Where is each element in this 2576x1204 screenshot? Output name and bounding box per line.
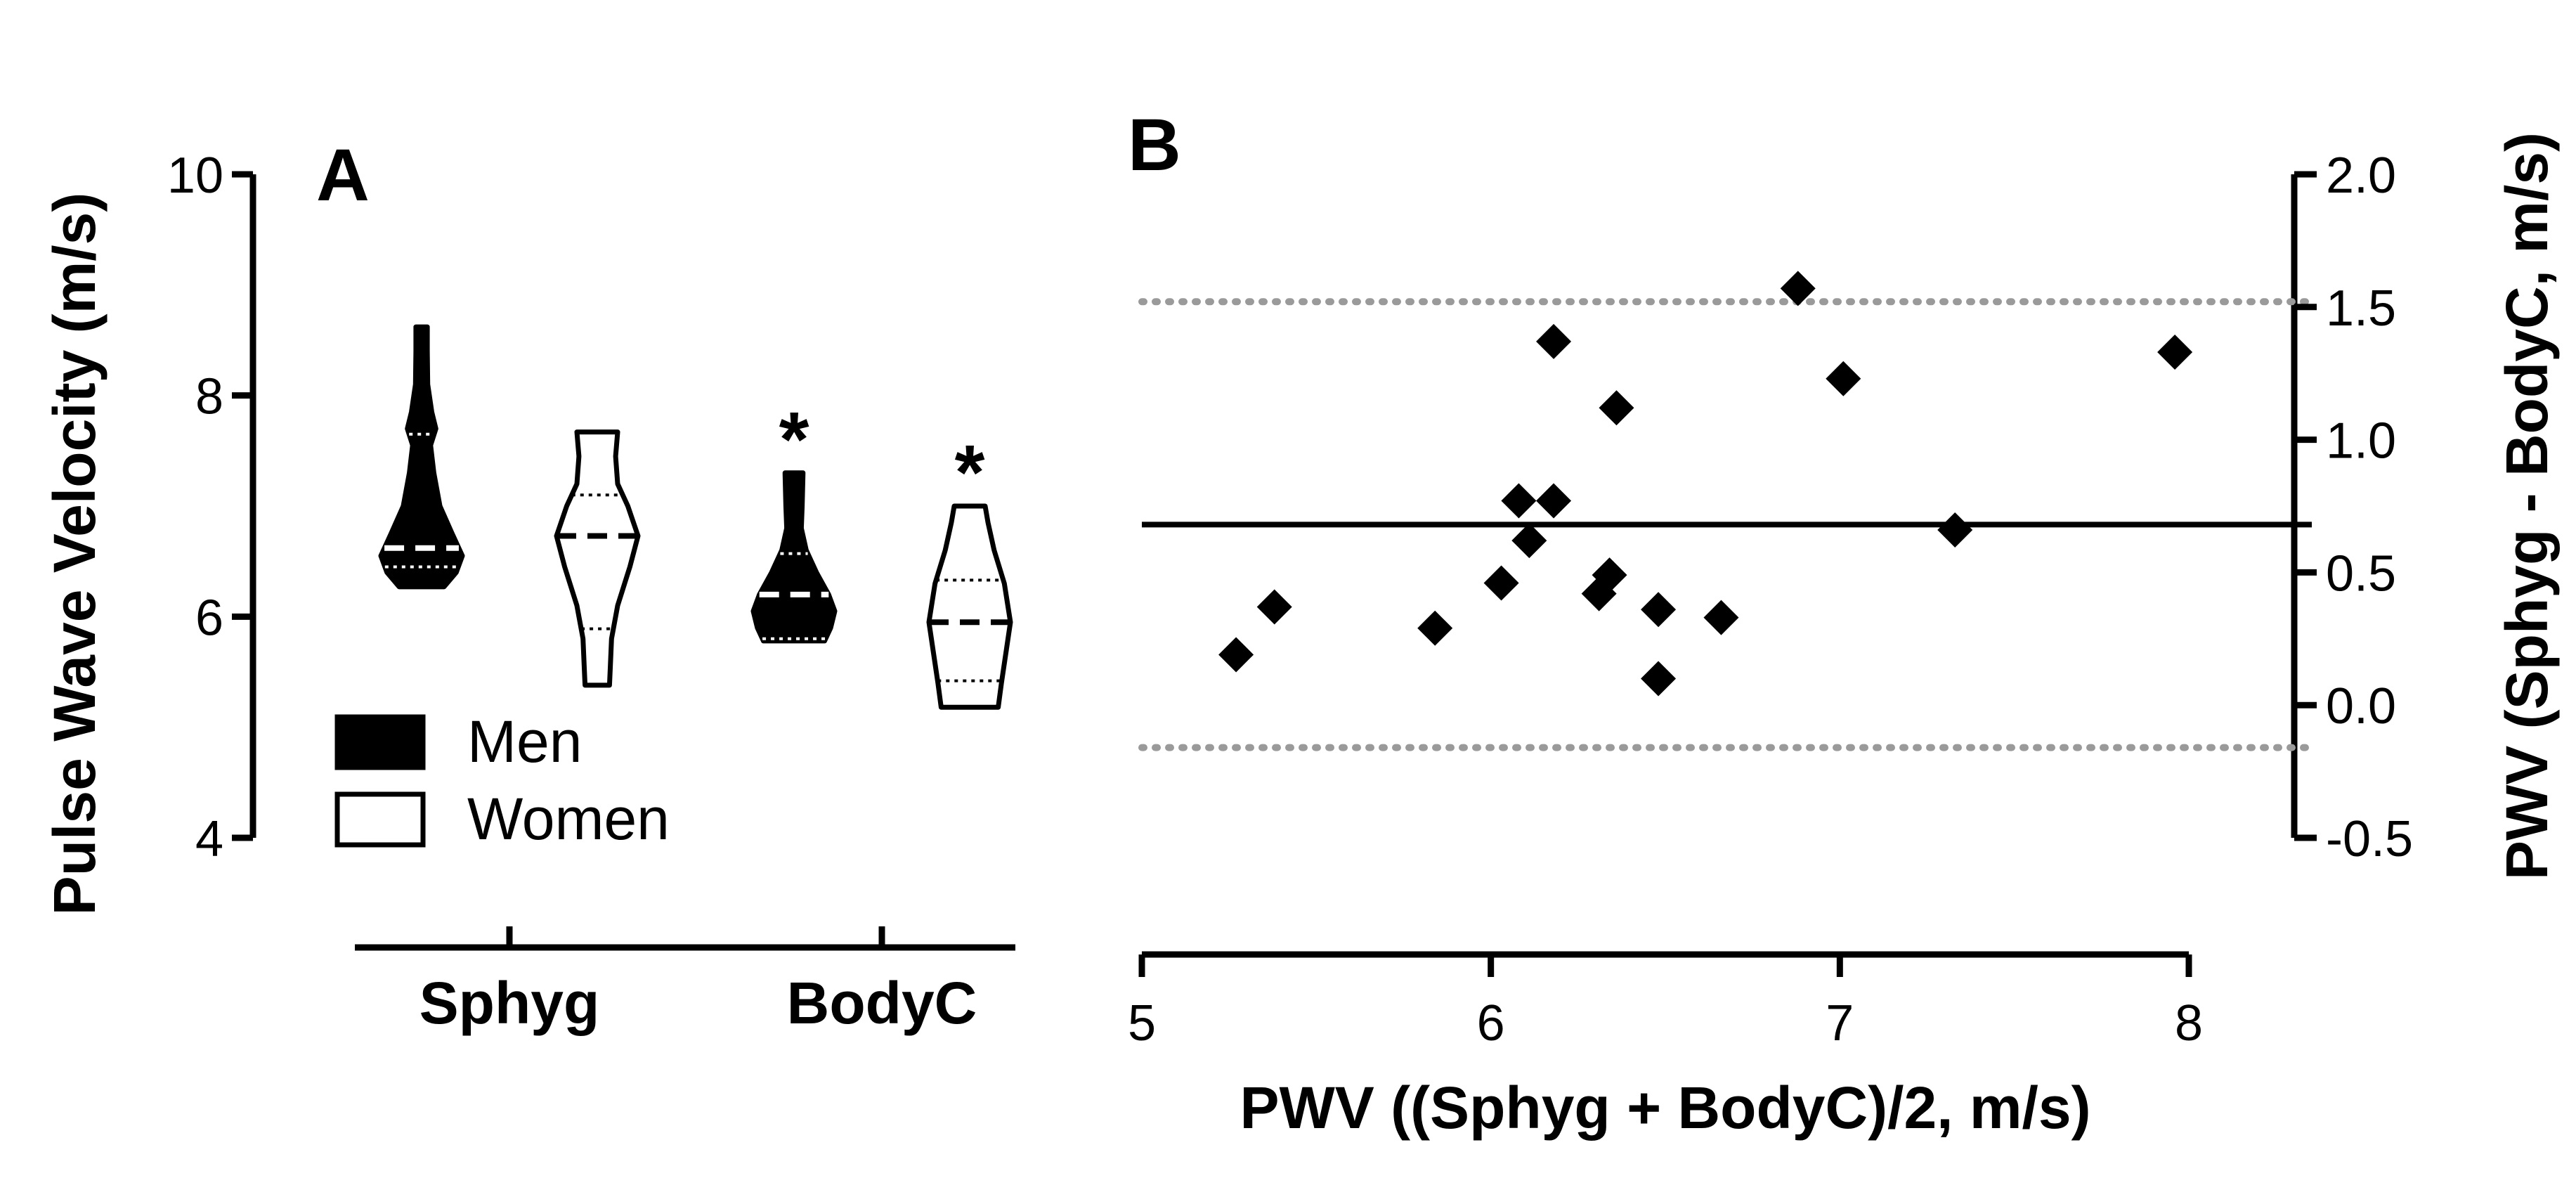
significance-asterisk: * [955,429,985,516]
data-point [1417,610,1453,646]
panel-a-y-tick-label: 4 [195,811,223,867]
panel-a-x-tick-label: BodyC [787,970,977,1036]
violin-bodyc-men [750,470,838,644]
panel-a-annotations: * * [779,396,985,516]
panel-b-x-tick-label: 7 [1826,995,1854,1051]
panel-b-y-tick-label: 0.0 [2326,678,2396,734]
panel-a-y-ticks: 4 6 8 10 [167,148,253,867]
panel-b-y-tick-label: 2.0 [2326,148,2396,204]
panel-b-x-tick-label: 8 [2175,995,2203,1051]
panel-b-y-tick-label: 1.5 [2326,280,2396,337]
data-point [1256,589,1292,625]
data-point [1703,600,1739,635]
data-point [1218,637,1254,673]
legend-swatch-women [334,791,426,848]
data-point [1511,523,1547,559]
significance-asterisk: * [779,396,809,483]
data-point [1536,483,1572,519]
panel-b-x-tick-label: 5 [1128,995,1156,1051]
data-point [1592,557,1627,593]
violin-bodyc-women [926,503,1013,710]
legend-label-men: Men [467,708,582,775]
legend: Men Women [334,708,670,852]
panel-b-y-tick-label: 1.0 [2326,413,2396,470]
panel-b-y-tick-label: -0.5 [2326,811,2413,867]
panel-a-label: A [316,134,370,216]
panel-b: B 5 6 7 8 2.0 1.5 1.0 0.5 0.0 -0.5 PWV ((Sphyg +… [1128,104,2560,1141]
panel-a-violins [378,324,1013,710]
legend-swatch-men [334,714,426,770]
panel-b-x-axis-label: PWV ((Sphyg + BodyC)/2, m/s) [1240,1075,2090,1141]
data-point [1483,565,1519,601]
data-point [1641,661,1677,697]
panel-b-y-tick-label: 0.5 [2326,545,2396,602]
panel-b-y-ticks: 2.0 1.5 1.0 0.5 0.0 -0.5 [2294,148,2413,867]
violin-sphyg-women [554,429,641,688]
data-point [1826,361,1861,396]
panel-b-y-axis-label: PWV (Sphyg - BodyC, m/s) [2494,132,2560,880]
panel-a-x-ticks: Sphyg BodyC [419,926,977,1036]
panel-a-y-axis-label: Pulse Wave Velocity (m/s) [41,193,108,916]
data-point [1641,592,1677,628]
data-point [1937,512,1973,548]
panel-b-x-tick-label: 6 [1477,995,1505,1051]
data-point [1599,390,1634,426]
data-point [1780,271,1816,306]
data-point [1536,323,1572,359]
panel-b-points [1218,271,2193,697]
panel-a-y-tick-label: 8 [195,369,223,425]
panel-b-x-ticks: 5 6 7 8 [1128,954,2203,1051]
panel-a-y-tick-label: 10 [167,148,223,204]
legend-label-women: Women [467,786,670,852]
panel-b-label: B [1128,104,1181,186]
panel-a-y-tick-label: 6 [195,590,223,646]
panel-a-x-tick-label: Sphyg [419,970,600,1036]
violin-sphyg-men [378,324,465,590]
data-point [1501,483,1537,519]
panel-b-reference-lines [1138,298,2315,751]
data-point [2157,334,2193,370]
